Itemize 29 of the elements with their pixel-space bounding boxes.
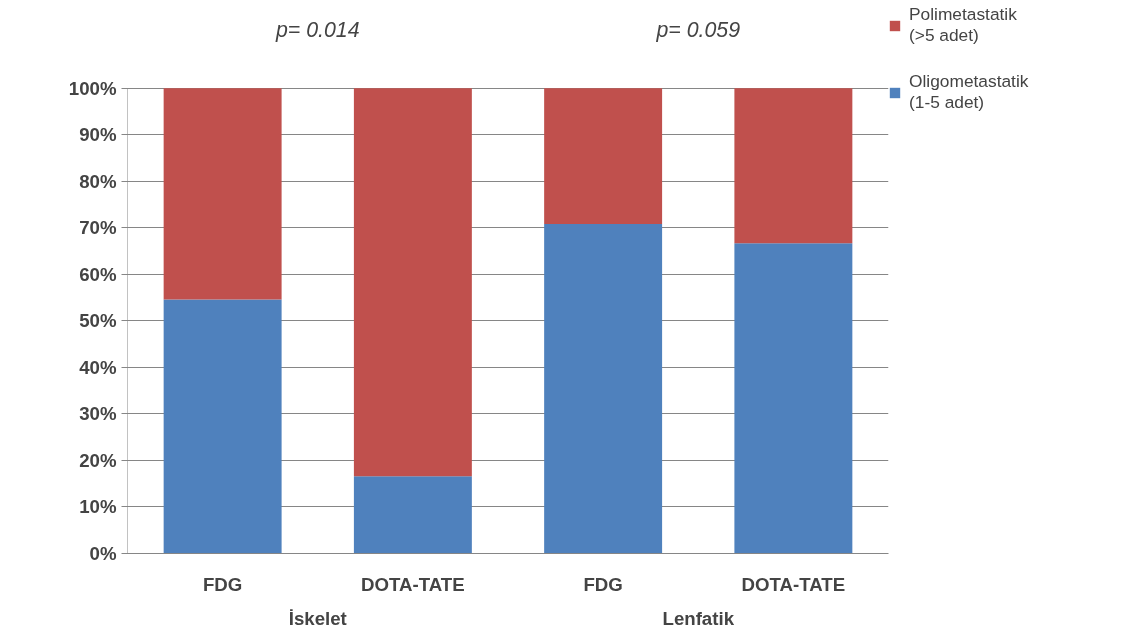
x-tick-label: FDG (583, 573, 623, 595)
y-tick-label: 20% (79, 449, 117, 471)
text: p= 0.059 (655, 18, 741, 43)
x-tick-label: DOTA-TATE (741, 573, 846, 595)
legend-label: Polimetastatik (>5 adet) (909, 4, 1017, 46)
bar (163, 299, 282, 554)
bar (544, 88, 663, 225)
text: p= 0.014 (274, 18, 360, 43)
x-tick-label: DOTA-TATE (361, 573, 465, 595)
y-tick-label: 30% (79, 403, 117, 425)
bar (353, 88, 472, 477)
y-tick-label: 70% (79, 217, 117, 239)
y-tick-label: 0% (89, 543, 117, 564)
y-tick-label: 10% (79, 496, 117, 518)
x-tick-label: FDG (202, 573, 243, 595)
y-tick-label: 50% (79, 310, 117, 332)
y-tick-label: 100% (68, 77, 117, 99)
bar (544, 224, 663, 554)
bar (353, 476, 472, 554)
y-tick-label: 80% (79, 170, 117, 192)
text: Lenfatik (662, 607, 735, 629)
legend-label: Oligometastatik (1-5 adet) (909, 71, 1029, 113)
bar (734, 243, 853, 554)
y-tick-label: 40% (79, 356, 117, 378)
bar (163, 88, 282, 300)
y-tick-label: 90% (79, 124, 117, 146)
bar (734, 88, 853, 244)
text: İskelet (288, 607, 347, 629)
y-tick-label: 60% (79, 263, 117, 285)
